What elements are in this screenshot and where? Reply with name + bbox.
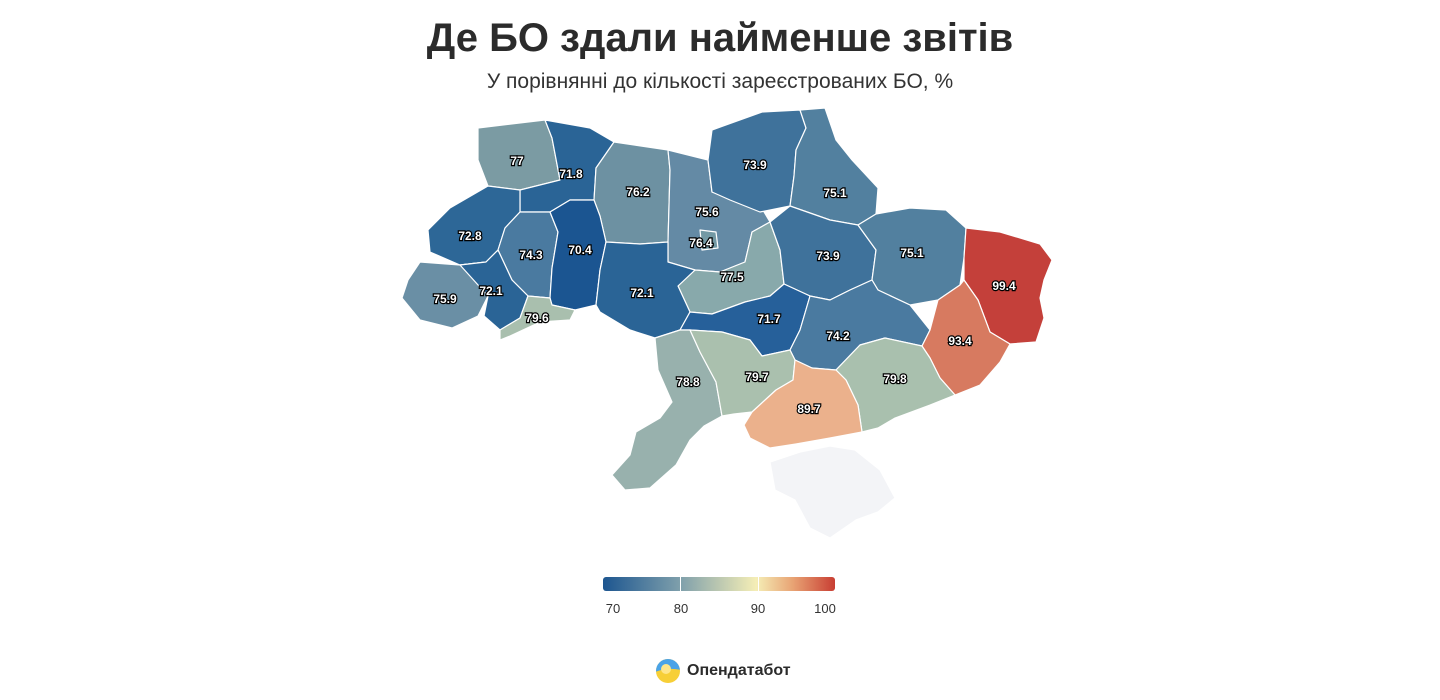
brand-name: Опендатабот <box>687 662 791 679</box>
legend-tick-100: 100 <box>814 601 836 616</box>
region-value-kharkiv: 75.1 <box>900 246 924 260</box>
brand: Опендатабот <box>655 657 791 685</box>
region-value-kyiv-city: 76.4 <box>689 236 713 250</box>
region-value-volyn: 77 <box>510 154 524 168</box>
region-crimea[interactable] <box>769 445 896 539</box>
region-value-mykolaiv: 79.7 <box>745 370 769 384</box>
region-value-dnipro: 74.2 <box>826 329 850 343</box>
region-value-kirovohrad: 71.7 <box>757 312 781 326</box>
region-value-sumy: 75.1 <box>823 186 847 200</box>
region-value-odesa: 78.8 <box>676 375 700 389</box>
map-subtitle: У порівнянні до кількості зареєстрованих… <box>486 70 954 93</box>
color-legend: 70 80 90 100 <box>603 577 836 617</box>
region-value-cherkasy: 77.5 <box>720 270 744 284</box>
region-value-vinnytsia: 72.1 <box>630 286 654 300</box>
legend-separator <box>680 577 681 591</box>
region-chernivtsi[interactable] <box>499 295 576 341</box>
region-value-chernivtsi: 79.6 <box>525 311 549 325</box>
legend-separator <box>758 577 759 591</box>
map-title: Де БО здали найменше звітів <box>426 16 1014 60</box>
region-value-ternopil: 74.3 <box>519 248 543 262</box>
region-value-zhytomyr: 76.2 <box>626 185 650 199</box>
region-value-zakarpattia: 75.9 <box>433 292 457 306</box>
opendatabot-logo-icon <box>656 659 680 683</box>
region-value-rivne: 71.8 <box>559 167 583 181</box>
region-value-chernihiv: 73.9 <box>743 158 767 172</box>
region-value-khmelnytskyi: 70.4 <box>568 243 592 257</box>
region-value-zaporizhzhia: 79.8 <box>883 372 907 386</box>
legend-tick-80: 80 <box>673 601 689 616</box>
legend-tick-70: 70 <box>605 601 621 616</box>
region-kyiv-city[interactable] <box>699 229 719 251</box>
region-value-lviv: 72.8 <box>458 229 482 243</box>
region-kherson[interactable] <box>743 359 863 449</box>
legend-tick-90: 90 <box>750 601 766 616</box>
region-value-luhansk: 99.4 <box>992 279 1016 293</box>
region-value-poltava: 73.9 <box>816 249 840 263</box>
region-value-ivano-frankivsk: 72.1 <box>479 284 503 298</box>
region-value-kyiv-obl: 75.6 <box>695 205 719 219</box>
region-value-kherson: 89.7 <box>797 402 821 416</box>
legend-gradient-bar <box>603 577 835 591</box>
region-value-donetsk: 93.4 <box>948 334 972 348</box>
